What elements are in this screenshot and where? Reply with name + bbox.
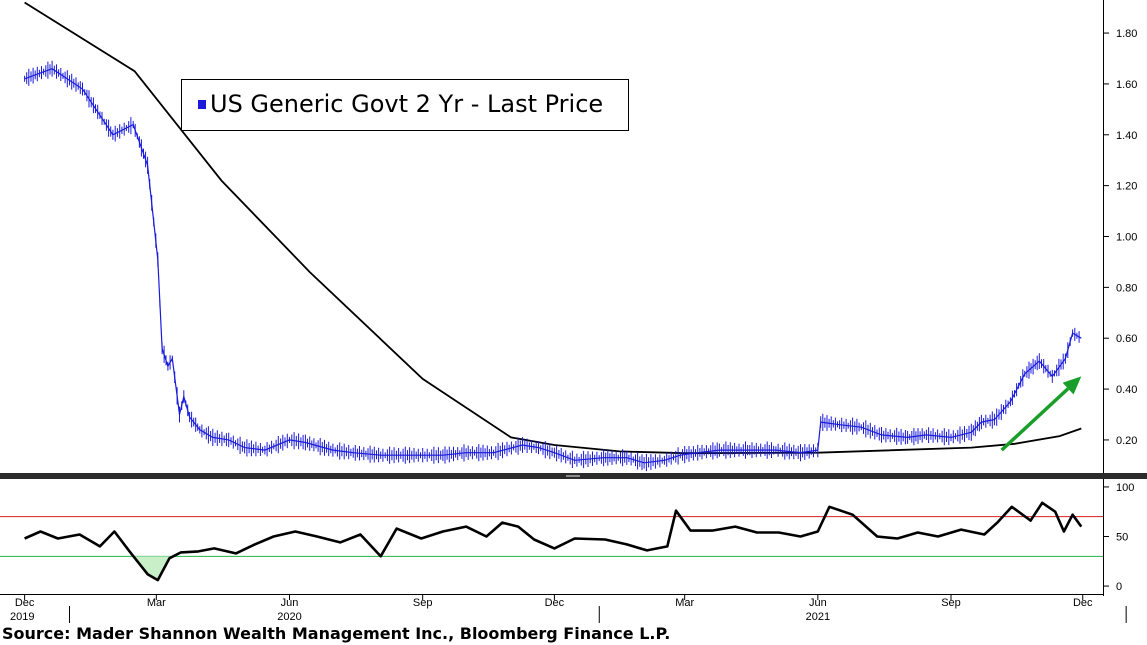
trend-arrow-head	[1062, 376, 1082, 395]
price-y-tick-label: 0.20	[1116, 435, 1137, 447]
price-y-tick-label: 0.40	[1116, 384, 1137, 396]
x-year-label: 2020	[277, 611, 301, 623]
price-y-tick-label: 1.60	[1116, 79, 1137, 91]
price-range-bars	[24, 60, 1080, 472]
x-month-label: Mar	[147, 597, 166, 609]
x-year-label: 2019	[10, 611, 34, 623]
oscillator-y-tick-label: 50	[1116, 532, 1128, 544]
price-y-tick-label: 0.60	[1116, 333, 1137, 345]
price-line	[24, 68, 1082, 464]
price-y-tick-label: 0.80	[1116, 282, 1137, 294]
x-month-label: Sep	[413, 597, 433, 609]
chart-legend: US Generic Govt 2 Yr - Last Price	[181, 79, 629, 131]
oscillator-y-tick-label: 100	[1116, 482, 1134, 494]
legend-label: US Generic Govt 2 Yr - Last Price	[210, 90, 604, 118]
oversold-shading	[133, 556, 174, 581]
x-month-label: Mar	[675, 597, 694, 609]
x-month-label: Dec	[15, 597, 35, 609]
oscillator-line	[24, 501, 1083, 582]
x-month-label: Sep	[941, 597, 961, 609]
source-note: Source: Mader Shannon Wealth Management …	[2, 624, 671, 643]
panel-grip	[566, 475, 580, 477]
x-year-label: 2021	[806, 611, 830, 623]
price-y-tick-label: 1.20	[1116, 181, 1137, 193]
x-month-label: Dec	[1073, 597, 1093, 609]
price-y-tick-label: 1.00	[1116, 232, 1137, 244]
price-y-tick-label: 1.80	[1116, 28, 1137, 40]
legend-swatch	[198, 100, 206, 109]
price-y-tick-label: 1.40	[1116, 130, 1137, 142]
x-month-label: Jun	[281, 597, 299, 609]
moving-average-line	[24, 1, 1082, 455]
x-month-label: Dec	[545, 597, 565, 609]
x-month-label: Jun	[809, 597, 827, 609]
oscillator-y-tick-label: 0	[1116, 581, 1122, 593]
trend-arrow-shaft	[1000, 387, 1070, 452]
